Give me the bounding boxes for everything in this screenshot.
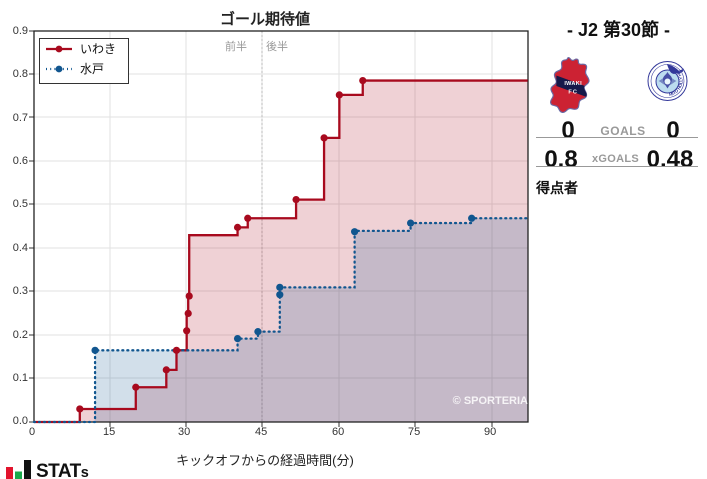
svg-text:IWAKI: IWAKI: [564, 81, 582, 87]
svg-text:STATs: STATs: [36, 461, 89, 479]
svg-text:FC: FC: [568, 89, 578, 95]
